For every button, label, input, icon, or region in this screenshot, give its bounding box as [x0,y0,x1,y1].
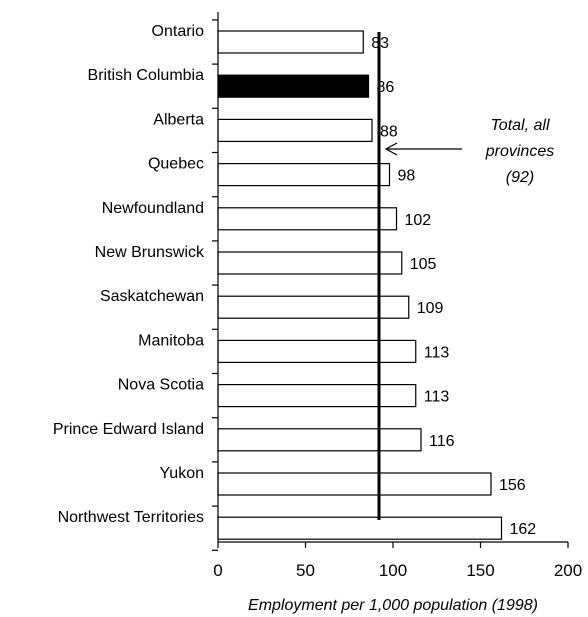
value-labels: 83868898102105109113113116156162 [371,35,536,538]
reference-annotation-line: Total, all [491,117,550,134]
bar [217,384,417,408]
value-label: 105 [410,256,437,273]
value-label: 113 [424,389,450,406]
value-label: 162 [510,521,537,538]
reference-line-group: Total, all provinces (92) [377,32,554,520]
value-label: 98 [398,168,416,185]
x-axis-title: Employment per 1,000 population (1998) [248,597,538,614]
bar [217,251,403,275]
value-label: 86 [377,79,395,96]
bar [217,516,503,540]
bar [217,207,398,231]
category-labels: Ontario British Columbia Alberta Quebec Newf… [53,23,205,526]
reference-annotation-line: provinces [485,143,554,160]
bar [217,472,492,496]
value-label: 156 [499,477,526,494]
bar [217,163,391,187]
category-label: Prince Edward Island [53,421,204,438]
x-tick-label: 50 [296,561,315,580]
category-label: Newfoundland [102,200,204,217]
value-label: 116 [429,433,455,450]
x-tick-label: 0 [213,561,222,580]
category-label: Manitoba [138,332,204,349]
x-tick-label: 200 [554,561,582,580]
axes: 0 50 100 150 200 [212,12,582,580]
bar [217,74,370,98]
bar [217,428,422,452]
category-label: Yukon [160,465,204,482]
category-label: Nova Scotia [118,377,204,394]
category-label: Alberta [153,111,204,128]
bar [217,30,364,54]
bar [217,118,373,143]
x-tick-label: 100 [379,561,407,580]
reference-annotation-line: (92) [506,169,534,186]
category-label: British Columbia [88,67,205,84]
annotation-arrowhead [384,142,398,156]
bars-layer [217,30,503,540]
category-label: Northwest Territories [58,509,204,526]
category-label: Ontario [152,23,205,40]
x-tick-label: 150 [466,561,494,580]
category-label: New Brunswick [95,244,205,261]
value-label: 102 [405,212,432,229]
bar [217,339,417,363]
value-label: 109 [417,300,444,317]
category-label: Saskatchewan [100,288,204,305]
value-label: 113 [424,344,450,361]
value-label: 88 [380,123,398,140]
category-label: Quebec [148,156,204,173]
